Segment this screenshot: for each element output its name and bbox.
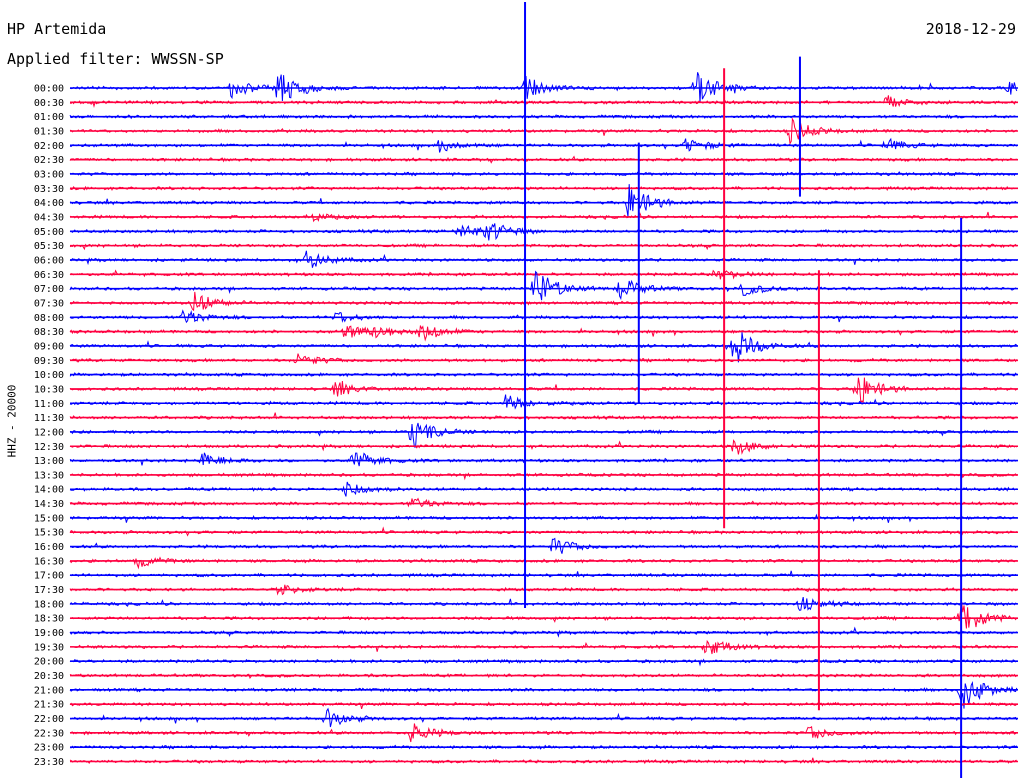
row-tick-label: 14:30 xyxy=(34,499,64,510)
row-tick-label: 14:00 xyxy=(34,485,64,496)
trace-row xyxy=(69,270,1018,301)
row-tick-label: 17:00 xyxy=(34,571,64,582)
row-tick-label: 04:30 xyxy=(34,212,64,223)
trace-row xyxy=(69,95,1018,109)
row-tick-label: 21:00 xyxy=(34,685,64,696)
row-tick-label: 08:30 xyxy=(34,327,64,338)
row-tick-label: 05:30 xyxy=(34,241,64,252)
row-tick-label: 01:00 xyxy=(34,112,64,123)
trace-row xyxy=(69,353,1018,365)
row-tick-label: 19:30 xyxy=(34,642,64,653)
row-tick-label: 02:00 xyxy=(34,141,64,152)
row-tick-label: 18:00 xyxy=(34,599,64,610)
row-tick-label: 00:00 xyxy=(34,84,64,95)
row-tick-label: 06:00 xyxy=(34,255,64,266)
row-tick-label: 05:00 xyxy=(34,227,64,238)
row-tick-label: 12:30 xyxy=(34,442,64,453)
row-tick-label: 13:00 xyxy=(34,456,64,467)
row-tick-label: 20:30 xyxy=(34,671,64,682)
row-tick-label: 08:00 xyxy=(34,313,64,324)
row-tick-label: 16:30 xyxy=(34,556,64,567)
row-tick-label: 01:30 xyxy=(34,126,64,137)
row-tick-label: 09:00 xyxy=(34,341,64,352)
trace-row xyxy=(69,452,1018,467)
row-tick-label: 00:30 xyxy=(34,98,64,109)
station-title: HP Artemida xyxy=(7,20,107,38)
row-tick-label: 15:30 xyxy=(34,528,64,539)
row-tick-label: 21:30 xyxy=(34,700,64,711)
row-tick-label: 15:00 xyxy=(34,513,64,524)
date-label: 2018-12-29 xyxy=(925,20,1016,38)
row-tick-label: 04:00 xyxy=(34,198,64,209)
trace-row xyxy=(69,394,1018,410)
trace-row xyxy=(69,497,1018,508)
trace-row xyxy=(69,757,1017,765)
row-tick-label: 17:30 xyxy=(34,585,64,596)
row-tick-label: 22:00 xyxy=(34,714,64,725)
row-tick-label: 10:00 xyxy=(34,370,64,381)
row-tick-label: 03:30 xyxy=(34,184,64,195)
trace-row xyxy=(69,439,1018,455)
trace-row xyxy=(69,602,1018,629)
row-tick-label: 09:30 xyxy=(34,356,64,367)
row-tick-label: 23:30 xyxy=(34,757,64,768)
row-tick-label: 13:30 xyxy=(34,470,64,481)
row-tick-label: 23:00 xyxy=(34,743,64,754)
row-tick-label: 11:00 xyxy=(34,399,64,410)
row-tick-label: 03:00 xyxy=(34,169,64,180)
row-tick-label: 18:30 xyxy=(34,614,64,625)
row-tick-label: 19:00 xyxy=(34,628,64,639)
trace-row xyxy=(69,658,1018,667)
row-tick-label: 22:30 xyxy=(34,728,64,739)
trace-row xyxy=(69,422,1017,448)
trace-row xyxy=(69,242,1018,251)
trace-row xyxy=(69,325,1018,342)
filter-label: Applied filter: WWSSN-SP xyxy=(7,50,224,68)
row-tick-label: 02:30 xyxy=(34,155,64,166)
trace-row xyxy=(69,332,1018,363)
row-tick-label: 16:00 xyxy=(34,542,64,553)
row-tick-label: 06:30 xyxy=(34,270,64,281)
trace-row xyxy=(69,472,1018,481)
trace-row xyxy=(69,513,1017,523)
trace-row xyxy=(69,291,1018,312)
row-tick-label: 10:30 xyxy=(34,384,64,395)
row-tick-label: 11:30 xyxy=(34,413,64,424)
trace-row xyxy=(69,556,1017,570)
row-tick-label: 07:00 xyxy=(34,284,64,295)
row-tick-label: 07:30 xyxy=(34,298,64,309)
row-tick-label: 20:00 xyxy=(34,657,64,668)
row-tick-label: 12:00 xyxy=(34,427,64,438)
trace-row xyxy=(69,377,1018,404)
